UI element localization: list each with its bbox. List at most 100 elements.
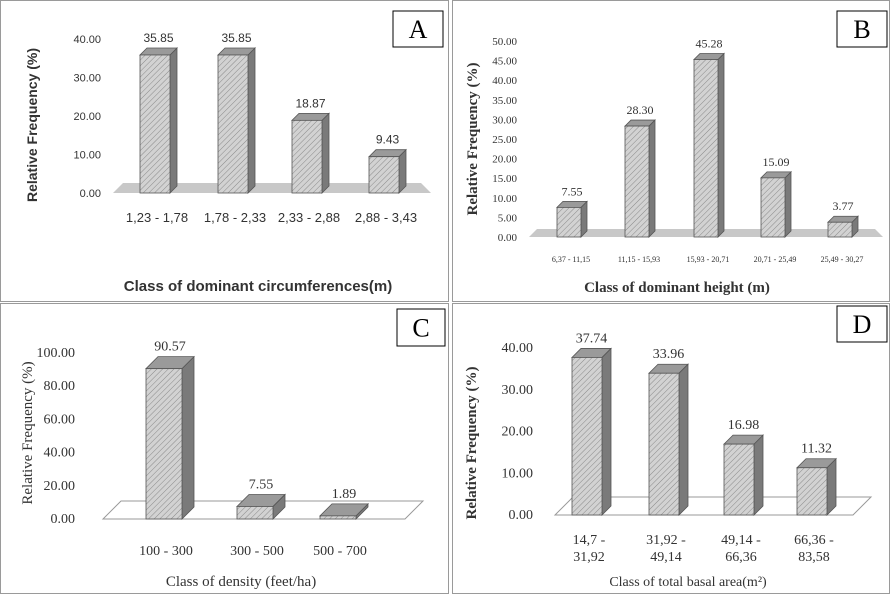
x-tick-label: 300 - 500 bbox=[230, 544, 284, 559]
bar bbox=[796, 467, 828, 516]
y-tick-label: 20.00 bbox=[502, 425, 534, 440]
data-label: 9.43 bbox=[376, 133, 400, 147]
bar-top bbox=[291, 112, 330, 121]
panel-label-box bbox=[392, 10, 444, 48]
bar bbox=[571, 357, 603, 516]
data-label: 7.55 bbox=[249, 477, 274, 492]
chart-panel-d: 0.00 10.00 20.00 30.00 40.00 37.74 14,7 - 31,92… bbox=[452, 303, 890, 594]
y-tick-label: 40.00 bbox=[73, 34, 101, 46]
y-tick-label: 15.00 bbox=[492, 173, 517, 185]
x-tick-label: 2,88 - 3,43 bbox=[355, 210, 417, 225]
y-tick-label: 30.00 bbox=[492, 114, 517, 126]
y-tick-label: 40.00 bbox=[44, 446, 76, 461]
y-tick-label: 35.00 bbox=[492, 95, 517, 107]
chart-a-svg: 0.00 10.00 20.00 30.00 40.00 35.85 1,23 - 1,78… bbox=[24, 10, 444, 295]
panel-label-box bbox=[396, 308, 446, 347]
data-label: 16.98 bbox=[728, 418, 760, 433]
bar-top bbox=[217, 47, 256, 56]
x-tick-label: 6,37 - 11,15 bbox=[552, 255, 590, 264]
bar-side bbox=[247, 47, 256, 194]
bar-side bbox=[717, 52, 725, 238]
bar bbox=[648, 372, 680, 516]
y-tick-label: 5.00 bbox=[498, 212, 518, 224]
bar-side bbox=[648, 119, 656, 238]
bar bbox=[827, 221, 853, 238]
y-tick-label: 0.00 bbox=[509, 508, 534, 523]
x-axis-title: Class of density (feet/ha) bbox=[166, 574, 316, 590]
x-axis-title: Class of dominant circumferences(m) bbox=[124, 278, 392, 295]
data-label: 11.32 bbox=[801, 442, 832, 457]
data-label: 7.55 bbox=[562, 184, 583, 198]
data-label: 18.87 bbox=[295, 96, 325, 110]
y-tick-label: 30.00 bbox=[502, 383, 534, 398]
y-tick-label: 40.00 bbox=[492, 75, 517, 87]
y-axis-title: Relative Frequency (%) bbox=[20, 361, 36, 504]
y-tick-label: 50.00 bbox=[492, 36, 517, 48]
x-tick-label: 14,7 - bbox=[573, 533, 606, 548]
x-tick-label: 15,93 - 20,71 bbox=[687, 255, 730, 264]
x-tick-label: 31,92 bbox=[573, 550, 605, 565]
y-tick-label: 0.00 bbox=[80, 188, 101, 200]
bar bbox=[319, 515, 357, 520]
panel-label-box bbox=[836, 10, 888, 48]
chart-floor bbox=[113, 183, 431, 193]
chart-panel-a: 0.00 10.00 20.00 30.00 40.00 35.85 1,23 - 1,78… bbox=[0, 0, 449, 302]
bar bbox=[217, 54, 249, 194]
y-tick-label: 45.00 bbox=[492, 56, 517, 68]
x-tick-label: 1,23 - 1,78 bbox=[126, 210, 188, 225]
x-tick-label: 66,36 - bbox=[794, 533, 834, 548]
y-tick-label: 80.00 bbox=[44, 379, 76, 394]
panel-label-box bbox=[836, 305, 888, 343]
y-axis-title: Relative Frequency (%) bbox=[465, 62, 481, 215]
chart-d-svg: 0.00 10.00 20.00 30.00 40.00 37.74 14,7 - 31,92… bbox=[464, 305, 888, 590]
y-tick-label: 30.00 bbox=[73, 73, 101, 85]
data-label: 35.85 bbox=[221, 31, 251, 45]
chart-b-svg: 0.00 5.00 10.00 15.00 20.00 25.00 30.00 35.00 40… bbox=[465, 10, 888, 296]
y-tick-label: 20.00 bbox=[44, 479, 76, 494]
bar-side bbox=[601, 347, 612, 516]
data-label: 33.96 bbox=[653, 347, 685, 362]
data-label: 35.85 bbox=[143, 31, 173, 45]
bar bbox=[236, 506, 274, 520]
bar-side bbox=[678, 363, 689, 516]
x-tick-label: 100 - 300 bbox=[139, 544, 193, 559]
bar-top bbox=[368, 149, 407, 158]
bar bbox=[368, 156, 400, 194]
x-tick-label: 49,14 bbox=[650, 550, 682, 565]
bar-top bbox=[139, 47, 178, 56]
chart-panel-c: 0.00 20.00 40.00 60.00 80.00 100.00 90.57 100 -… bbox=[0, 303, 449, 594]
y-tick-label: 25.00 bbox=[492, 134, 517, 146]
x-axis-title: Class of dominant height (m) bbox=[584, 280, 770, 296]
bar-side bbox=[169, 47, 178, 194]
y-tick-label: 10.00 bbox=[492, 193, 517, 205]
data-label: 45.28 bbox=[696, 37, 723, 51]
x-axis-title: Class of total basal area(m²) bbox=[609, 575, 767, 590]
bar-side bbox=[826, 457, 837, 516]
data-label: 3.77 bbox=[833, 199, 854, 213]
y-tick-label: 0.00 bbox=[51, 512, 76, 527]
x-tick-label: 66,36 bbox=[725, 550, 757, 565]
x-tick-label: 83,58 bbox=[798, 550, 830, 565]
bar bbox=[723, 443, 755, 516]
y-axis-title: Relative Frequency (%) bbox=[24, 48, 40, 202]
bar-side bbox=[181, 355, 195, 520]
x-tick-label: 11,15 - 15,93 bbox=[618, 255, 660, 264]
chart-panel-b: 0.00 5.00 10.00 15.00 20.00 25.00 30.00 35.00 40… bbox=[452, 0, 890, 302]
panel-label: B bbox=[853, 15, 870, 44]
y-tick-label: 100.00 bbox=[37, 346, 76, 361]
x-tick-label: 2,33 - 2,88 bbox=[278, 210, 340, 225]
y-tick-label: 20.00 bbox=[73, 111, 101, 123]
x-tick-label: 31,92 - bbox=[646, 533, 686, 548]
data-label: 90.57 bbox=[154, 340, 186, 355]
data-label: 15.09 bbox=[763, 155, 790, 169]
chart-c-svg: 0.00 20.00 40.00 60.00 80.00 100.00 90.57 100 -… bbox=[20, 308, 446, 590]
chart-floor bbox=[101, 500, 425, 520]
data-label: 1.89 bbox=[332, 487, 357, 502]
y-tick-label: 40.00 bbox=[502, 341, 534, 356]
bar bbox=[760, 177, 786, 238]
bar bbox=[556, 207, 582, 238]
x-tick-label: 1,78 - 2,33 bbox=[204, 210, 266, 225]
bar bbox=[693, 59, 719, 238]
panel-label: C bbox=[412, 314, 429, 343]
y-tick-label: 60.00 bbox=[44, 412, 76, 427]
